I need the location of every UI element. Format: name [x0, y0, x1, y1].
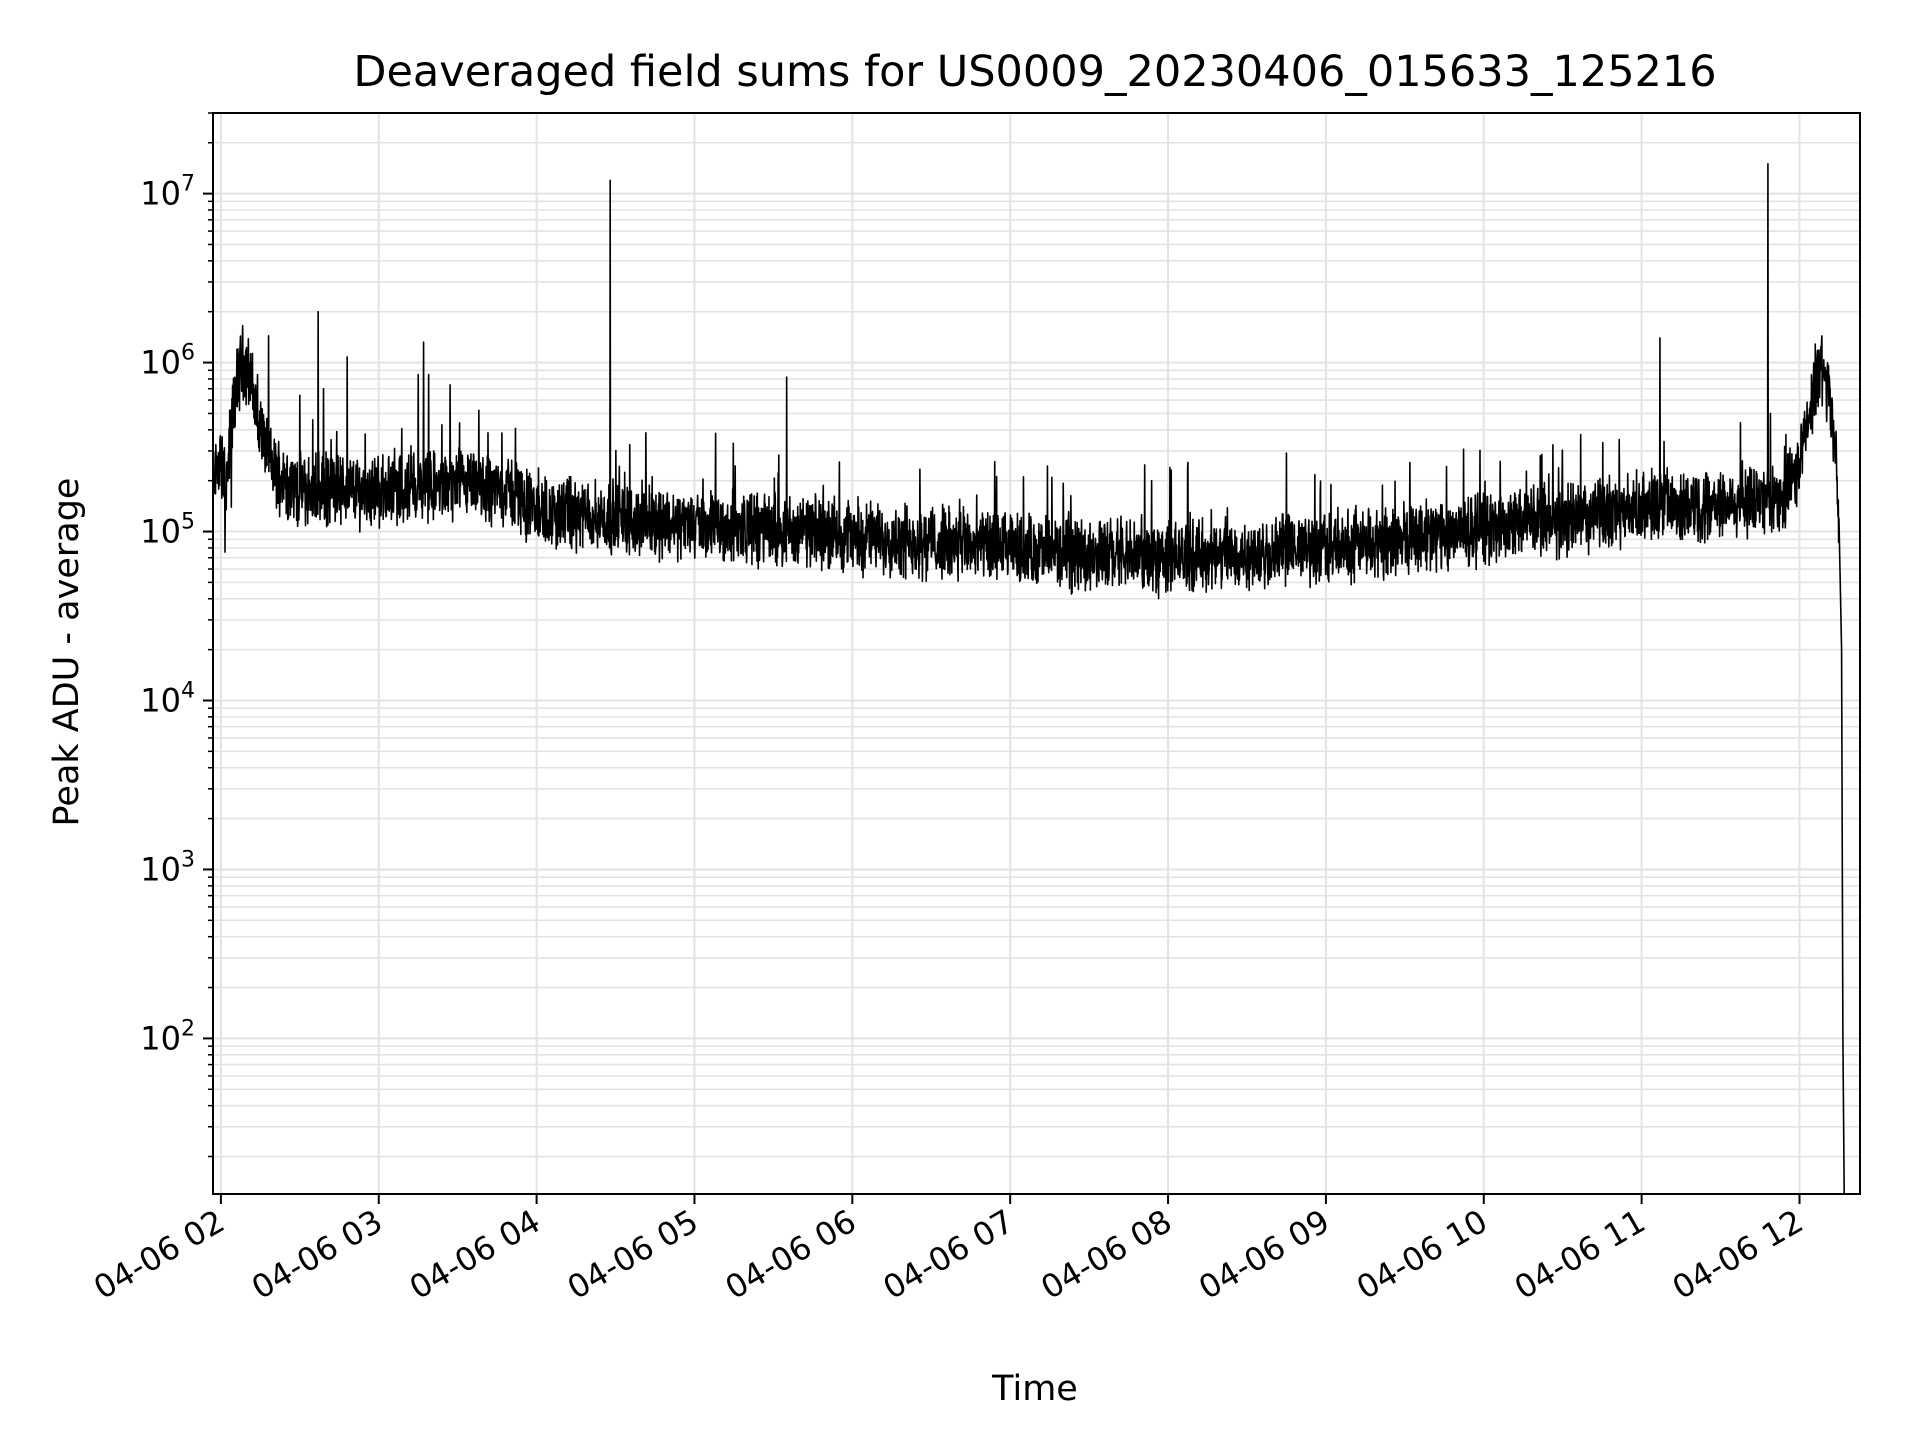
- y-tick-label: 107: [140, 172, 195, 213]
- series-line: [212, 163, 1846, 1195]
- x-axis-label: Time: [991, 1369, 1078, 1409]
- plot-frame: [212, 112, 1861, 1195]
- y-tick-label: 103: [140, 847, 195, 888]
- y-tick-label: 106: [140, 341, 195, 382]
- y-axis-label: Peak ADU - average: [47, 478, 87, 827]
- y-axis: 102 103 104 105 106 107: [140, 112, 213, 1158]
- y-tick-label: 102: [140, 1016, 195, 1057]
- y-tick-label: 105: [140, 510, 195, 551]
- y-tick-label: 104: [140, 678, 195, 719]
- chart-title: Deaveraged field sums for US0009_2023040…: [353, 47, 1716, 97]
- series-layer: [212, 163, 1846, 1195]
